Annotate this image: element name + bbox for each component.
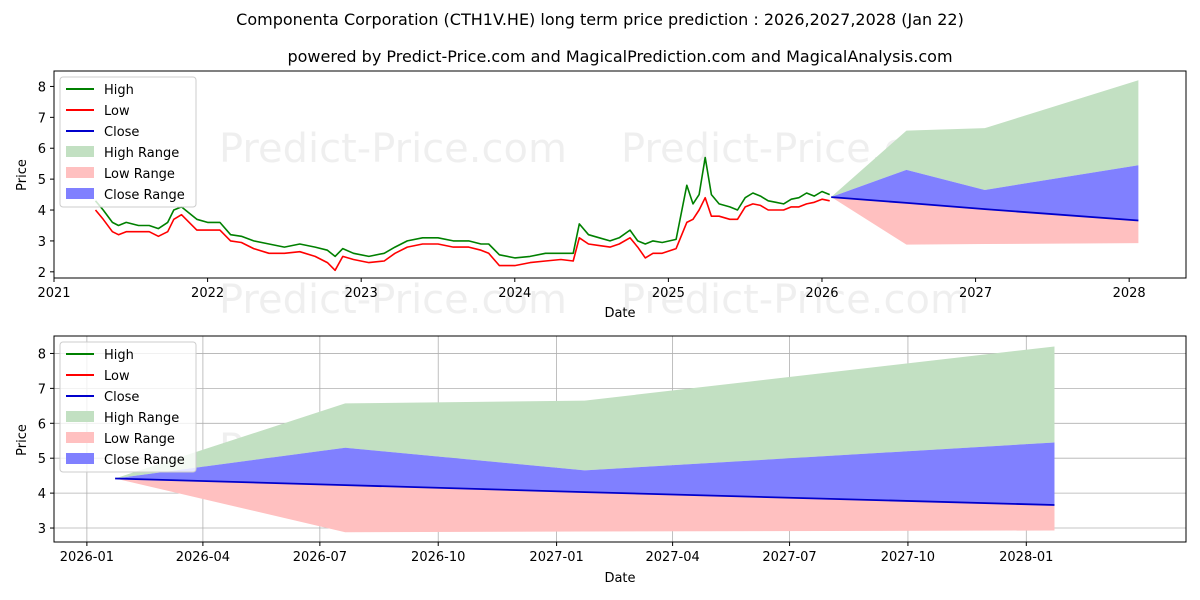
bottom-y-tick-label-5: 8 (38, 347, 46, 362)
top-y-tick-label-0: 2 (38, 266, 46, 281)
bottom-y-tick-label-2: 5 (38, 452, 46, 467)
top-legend-low-range-label: Low Range (104, 167, 175, 182)
bottom-x-tick-label-7: 2027-10 (881, 550, 935, 565)
bottom-close-line (115, 477, 1055, 506)
bottom-plot-frame (53, 335, 1187, 543)
bottom-legend-low-label: Low (104, 369, 130, 384)
top-x-tick-label-0: 2021 (37, 286, 70, 301)
top-x-tick-label-7: 2028 (1113, 286, 1146, 301)
top-y-tick-label-5: 7 (38, 111, 46, 126)
top-legend-high-range-label: High Range (104, 146, 179, 161)
bottom-high-range-band (115, 346, 1055, 479)
bottom-legend-low-range-label: Low Range (104, 432, 175, 447)
top-watermark-1: Predict-Price.com (219, 126, 567, 172)
chart-title: Componenta Corporation (CTH1V.HE) long t… (236, 10, 964, 29)
bottom-legend: High Low Close High Range Low Range Clos… (59, 341, 197, 473)
bottom-legend-close-range-swatch (66, 453, 94, 464)
top-legend-close-range-label: Close Range (104, 188, 185, 203)
top-high-line (94, 156, 830, 259)
top-x-tick-label-3: 2024 (498, 286, 531, 301)
bottom-x-axis-label: Date (604, 571, 635, 586)
bottom-legend-close-label: Close (104, 390, 139, 405)
top-y-tick-label-4: 6 (38, 142, 46, 157)
bottom-x-tick-label-5: 2027-04 (645, 550, 699, 565)
bottom-y-axis-label: Price (15, 424, 30, 456)
bottom-y-tick-label-3: 6 (38, 417, 46, 432)
top-x-tick-label-2: 2023 (345, 286, 378, 301)
top-close-line (831, 196, 1139, 222)
top-watermark-3: Predict-Price.com (219, 277, 567, 323)
bottom-y-tick-label-1: 4 (38, 487, 46, 502)
top-high-range-band (831, 80, 1139, 198)
top-close-range-band (831, 165, 1139, 221)
top-y-tick-label-2: 4 (38, 204, 46, 219)
top-legend-close-label: Close (104, 125, 139, 140)
bottom-legend-high-range-swatch (66, 411, 94, 422)
top-legend-low-label: Low (104, 104, 130, 119)
bottom-legend-close-range-label: Close Range (104, 453, 185, 468)
top-x-tick-label-5: 2026 (805, 286, 838, 301)
bottom-y-tick-label-4: 7 (38, 382, 46, 397)
top-x-axis-label: Date (604, 306, 635, 321)
top-legend: High Low Close High Range Low Range Clos… (59, 76, 197, 208)
top-legend-high-range-swatch (66, 146, 94, 157)
top-plot-frame (53, 70, 1187, 279)
bottom-x-tick-label-3: 2026-10 (411, 550, 465, 565)
bottom-x-tick-label-2: 2026-07 (293, 550, 347, 565)
bottom-x-tick-label-0: 2026-01 (60, 550, 114, 565)
top-x-tick-label-4: 2025 (652, 286, 685, 301)
bottom-y-tick-label-0: 3 (38, 522, 46, 537)
top-y-tick-label-1: 3 (38, 235, 46, 250)
bottom-x-tick-label-8: 2028-01 (999, 550, 1053, 565)
bottom-x-tick-label-4: 2027-01 (529, 550, 583, 565)
bottom-legend-high-label: High (104, 348, 134, 363)
top-watermark-4: Predict-Price.com (621, 277, 969, 323)
top-legend-high-label: High (104, 83, 134, 98)
bottom-legend-high-range-label: High Range (104, 411, 179, 426)
top-y-tick-label-3: 5 (38, 173, 46, 188)
bottom-panel: Predict-Price.com Predict-Price.com 2026… (15, 335, 1187, 586)
top-panel: Predict-Price.com Predict-Price.com Pred… (15, 70, 1187, 323)
bottom-close-range-band (115, 442, 1055, 505)
top-x-tick-label-1: 2022 (191, 286, 224, 301)
top-low-line (94, 196, 830, 272)
top-legend-low-range-swatch (66, 167, 94, 178)
chart-subtitle: powered by Predict-Price.com and Magical… (287, 47, 952, 66)
bottom-legend-low-range-swatch (66, 432, 94, 443)
bottom-low-range-band (115, 478, 1055, 533)
top-legend-close-range-swatch (66, 188, 94, 199)
bottom-x-tick-label-1: 2026-04 (176, 550, 230, 565)
top-low-range-band (831, 197, 1139, 245)
top-y-axis-label: Price (15, 159, 30, 191)
top-x-tick-label-6: 2027 (959, 286, 992, 301)
bottom-x-tick-label-6: 2027-07 (762, 550, 816, 565)
top-y-tick-label-6: 8 (38, 80, 46, 95)
